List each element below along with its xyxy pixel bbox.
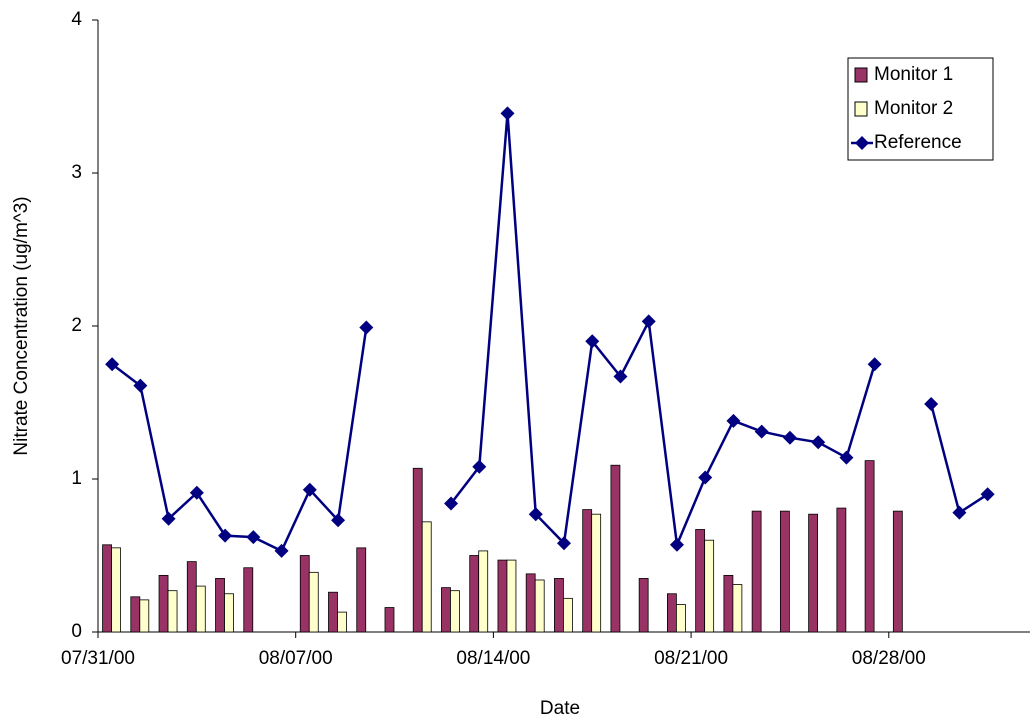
bar (478, 550, 489, 633)
bar (130, 596, 141, 633)
bar (892, 510, 903, 633)
bar (167, 590, 178, 633)
marker (246, 530, 261, 545)
bar (554, 578, 564, 633)
marker (331, 513, 346, 528)
bar (836, 507, 847, 633)
y-tick-label: 2 (71, 315, 82, 336)
bar (224, 593, 234, 633)
marker (669, 537, 684, 552)
marker (698, 470, 713, 485)
bar (299, 555, 310, 633)
marker (811, 435, 826, 450)
marker (500, 106, 515, 121)
bar (356, 547, 367, 633)
bar (421, 521, 432, 633)
marker (585, 334, 600, 349)
bar (195, 585, 206, 633)
x-tick-label: 07/31/00 (61, 648, 135, 669)
x-tick-label: 08/28/00 (852, 648, 926, 669)
marker (952, 505, 967, 520)
line (929, 403, 989, 515)
bar (328, 591, 338, 633)
bar (723, 574, 734, 633)
marker (839, 450, 854, 465)
bar (638, 578, 649, 633)
line (111, 327, 368, 553)
legend-label: Monitor 1 (874, 64, 953, 85)
marker (444, 496, 459, 511)
marker (557, 536, 571, 551)
bar (676, 604, 686, 633)
bar (610, 464, 621, 633)
legend-swatch (854, 101, 868, 117)
bar (534, 579, 545, 633)
legend-label: Reference (874, 132, 962, 153)
marker (754, 424, 769, 439)
marker (472, 459, 487, 474)
bar (563, 597, 573, 633)
y-tick-label: 4 (71, 9, 82, 30)
legend-swatch (854, 67, 868, 83)
bar (243, 567, 254, 633)
marker (641, 314, 656, 329)
y-tick-label: 3 (71, 162, 82, 183)
bar (412, 467, 423, 633)
marker (867, 357, 882, 372)
bar (111, 547, 121, 633)
line (450, 113, 876, 550)
x-axis-label: Date (540, 698, 580, 719)
bar (450, 590, 460, 633)
bar (779, 510, 790, 633)
bar (102, 544, 112, 633)
x-tick-label: 08/07/00 (259, 648, 333, 669)
marker (161, 511, 176, 526)
bar (864, 460, 875, 633)
marker (613, 369, 628, 384)
marker (133, 378, 148, 393)
bar (808, 513, 819, 633)
bar (751, 510, 762, 633)
bar (215, 578, 225, 633)
bar (667, 593, 677, 633)
legend-label: Monitor 2 (874, 98, 953, 119)
bar (582, 509, 593, 633)
bar (525, 573, 536, 633)
bar (704, 539, 715, 633)
bar (441, 587, 451, 633)
x-tick-label: 08/21/00 (654, 648, 728, 669)
bar (186, 561, 197, 633)
y-axis-label: Nitrate Concentration (ug/m^3) (11, 196, 32, 455)
marker (782, 430, 797, 445)
bar (732, 584, 743, 633)
marker (359, 320, 374, 335)
marker (528, 507, 543, 522)
marker (726, 413, 741, 428)
marker (189, 485, 204, 500)
marker (218, 528, 233, 543)
bar (384, 607, 395, 633)
y-tick-label: 0 (71, 621, 82, 642)
bar (506, 559, 517, 633)
bar (337, 611, 347, 633)
marker (274, 543, 289, 558)
bar (591, 513, 602, 633)
bar (497, 559, 508, 633)
marker (924, 397, 939, 412)
bar (308, 571, 319, 633)
x-tick-label: 08/14/00 (456, 648, 530, 669)
bar (139, 599, 150, 633)
bar (158, 574, 169, 633)
bar (695, 529, 706, 633)
bar (469, 555, 480, 633)
marker (105, 357, 120, 372)
legend-marker (855, 136, 869, 150)
marker (302, 482, 317, 497)
marker (980, 487, 995, 502)
y-tick-label: 1 (71, 468, 82, 489)
